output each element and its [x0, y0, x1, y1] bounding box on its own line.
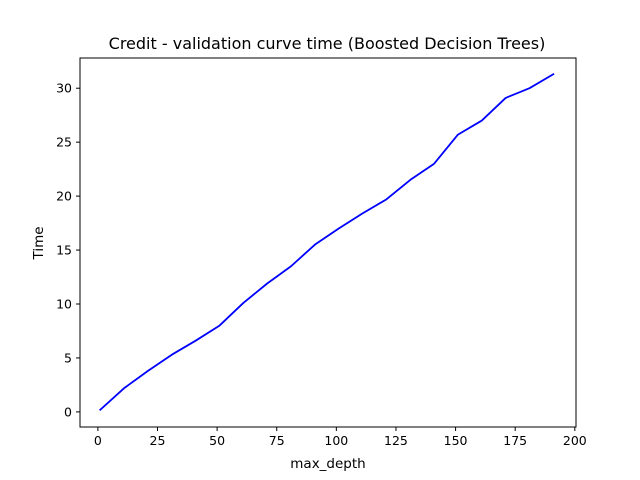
series-line-time: [98, 72, 555, 412]
plot-marks: [98, 72, 555, 412]
plot-frame: [79, 57, 577, 428]
x-tick-label: 0: [94, 433, 102, 448]
y-tick-label: 20: [56, 189, 72, 204]
x-tick-label: 125: [384, 433, 408, 448]
y-axis-label: Time: [31, 226, 47, 260]
x-tick-label: 150: [444, 433, 468, 448]
y-tick-label: 10: [56, 297, 72, 312]
x-tick-label: 175: [503, 433, 527, 448]
x-axis-label: max_depth: [290, 456, 365, 472]
y-tick-label: 0: [64, 404, 72, 419]
x-tick-label: 200: [563, 433, 587, 448]
chart-title: Credit - validation curve time (Boosted …: [109, 34, 546, 53]
y-tick-label: 15: [56, 243, 72, 258]
x-tick-label: 75: [269, 433, 285, 448]
x-tick-label: 50: [209, 433, 225, 448]
plot-axes: 0 25 50 75 100 125 150 175 200 0 5 10 15 20 25 30: [56, 81, 587, 448]
y-tick-label: 30: [56, 81, 72, 96]
x-tick-label: 25: [150, 433, 166, 448]
x-tick-label: 100: [324, 433, 348, 448]
y-tick-label: 25: [56, 135, 72, 150]
y-tick-label: 5: [64, 350, 72, 365]
